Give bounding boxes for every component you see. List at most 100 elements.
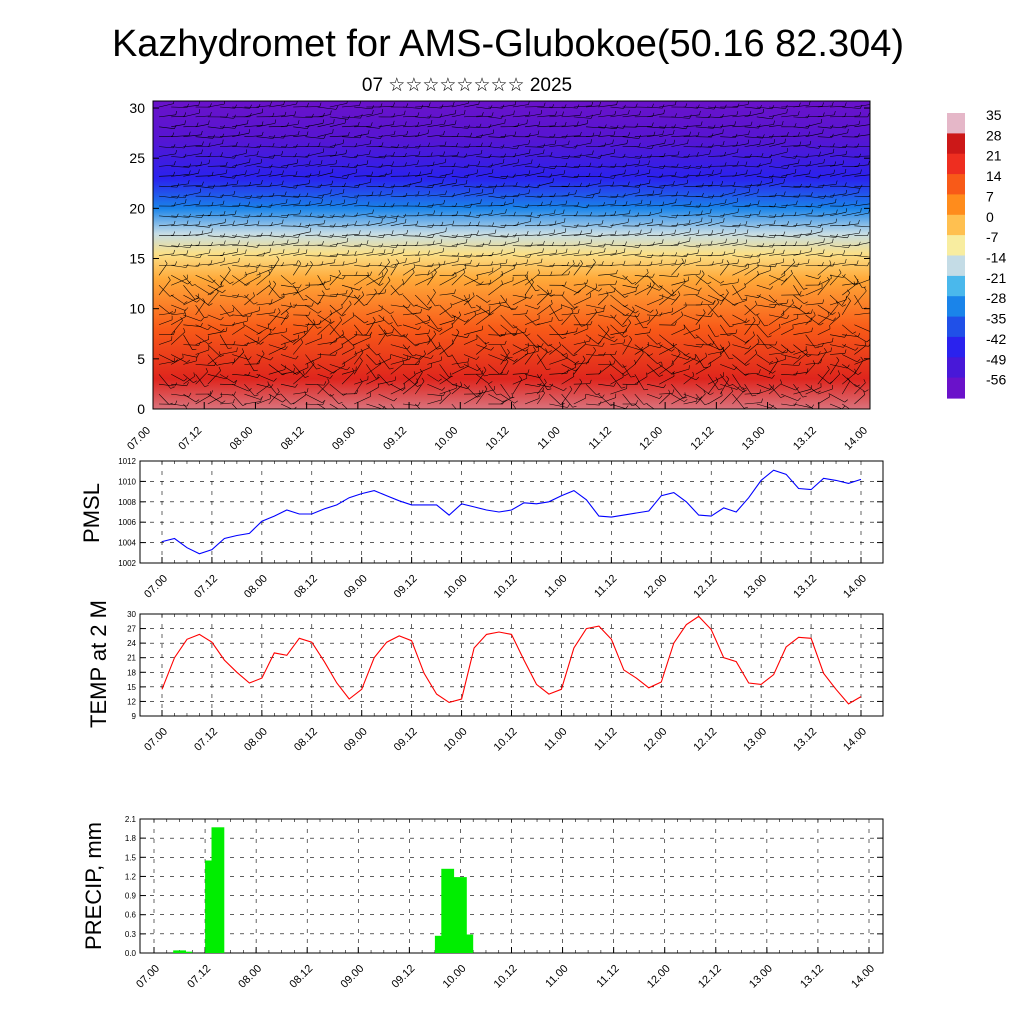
wind-barb-flag <box>249 158 251 163</box>
wind-barb <box>659 215 676 219</box>
wind-barb-flag <box>697 131 700 136</box>
wind-barb-flag <box>434 268 437 273</box>
wind-barb <box>415 333 429 335</box>
wind-barb <box>524 215 539 218</box>
wind-barb <box>414 372 423 385</box>
wind-barb-flag <box>652 190 655 195</box>
wind-barb-flag <box>208 142 211 147</box>
wind-barb-flag <box>380 243 384 248</box>
wind-barb-flag <box>794 211 797 216</box>
wind-barb-flag <box>212 184 216 189</box>
wind-barb <box>451 263 471 266</box>
wind-barb-flag <box>848 243 851 248</box>
wind-barb-flag <box>847 128 849 133</box>
wind-barb <box>842 106 861 109</box>
wind-barb-flag <box>253 292 255 297</box>
wind-barb-flag <box>673 372 675 377</box>
wind-barb <box>549 213 564 217</box>
wind-barb-flag <box>769 386 773 390</box>
wind-barb-flag <box>858 219 860 224</box>
wind-barb <box>646 224 662 227</box>
wind-barb-flag <box>173 220 176 225</box>
wind-barb-flag <box>864 287 867 292</box>
wind-barb <box>720 152 738 157</box>
wind-barb-flag <box>428 306 433 309</box>
wind-barb-flag <box>580 111 582 116</box>
wind-barb <box>781 302 794 316</box>
wind-barb-flag <box>622 365 627 368</box>
wind-barb <box>292 263 302 276</box>
wind-barb <box>354 182 371 187</box>
wind-barb <box>378 155 394 157</box>
wind-barb-flag <box>581 325 586 327</box>
wind-barb <box>524 304 538 310</box>
wind-barb <box>305 106 320 108</box>
wind-barb <box>768 151 788 157</box>
wind-barb <box>659 143 674 147</box>
wind-barb <box>268 115 285 118</box>
wind-barb <box>354 153 370 157</box>
wind-barb <box>561 331 577 335</box>
wind-barb <box>549 125 566 128</box>
wind-barb <box>585 156 600 159</box>
wind-barb <box>842 115 860 118</box>
wind-barb <box>232 275 247 286</box>
wind-barb-flag <box>352 368 355 373</box>
wind-barb-flag <box>335 105 339 110</box>
wind-barb-flag <box>856 279 859 284</box>
wind-barb-flag <box>871 223 873 227</box>
wind-barb-flag <box>338 402 343 404</box>
wind-barb-flag <box>822 212 825 217</box>
wind-barb-flag <box>307 142 310 147</box>
wind-barb <box>317 262 335 266</box>
wind-barb-flag <box>813 311 816 316</box>
wind-barb-flag <box>309 212 312 217</box>
wind-barb-flag <box>192 348 197 350</box>
wind-barb <box>695 383 711 396</box>
wind-barb <box>585 113 601 118</box>
wind-barb <box>378 185 393 189</box>
wind-barb <box>732 156 750 158</box>
wind-barb-flag <box>270 231 273 236</box>
wind-barb-flag <box>469 211 472 216</box>
wind-barb <box>805 176 819 179</box>
wind-barb-flag <box>442 247 444 252</box>
wind-barb-flag <box>184 194 188 199</box>
wind-barb <box>805 225 821 228</box>
wind-barb-flag <box>490 312 494 316</box>
wind-barb-flag <box>572 372 575 377</box>
wind-barb <box>232 195 250 199</box>
wind-barb-flag <box>173 357 176 362</box>
wind-barb-flag <box>183 378 188 382</box>
wind-barb <box>549 307 563 316</box>
wind-barb <box>158 234 174 236</box>
wind-barb-flag <box>810 192 813 196</box>
wind-barb <box>659 255 676 257</box>
wind-barb <box>854 344 869 347</box>
wind-barb <box>195 163 209 167</box>
wind-barb <box>280 242 298 246</box>
wind-barb-flag <box>662 239 664 244</box>
wind-barb <box>354 205 368 207</box>
wind-barb <box>646 284 660 291</box>
wind-barb <box>695 166 710 169</box>
wind-barb <box>244 195 261 199</box>
wind-barb <box>439 261 458 266</box>
wind-barb <box>232 153 247 157</box>
wind-barb <box>219 194 234 197</box>
wind-barb <box>512 372 528 375</box>
wind-barb <box>683 261 701 266</box>
wind-barb <box>317 382 330 395</box>
wind-barb-flag <box>384 289 387 294</box>
wind-barb <box>439 376 452 385</box>
wind-barb <box>671 135 690 137</box>
wind-barb-flag <box>294 303 297 308</box>
wind-barb-flag <box>420 308 422 313</box>
wind-barb <box>280 123 299 128</box>
wind-barb-flag <box>798 102 801 107</box>
wind-barb-flag <box>809 220 812 225</box>
wind-barb <box>402 146 419 149</box>
wind-barb <box>305 403 323 406</box>
wind-barb-flag <box>322 148 325 153</box>
wind-barb <box>195 324 208 331</box>
